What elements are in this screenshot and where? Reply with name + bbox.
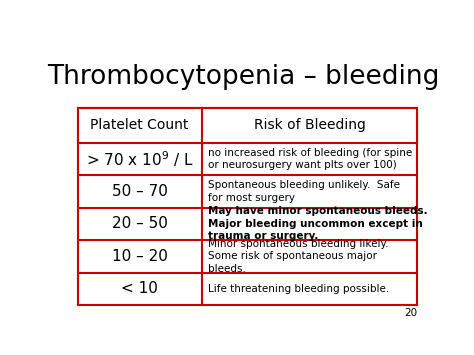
Text: 20 – 50: 20 – 50	[112, 216, 168, 231]
Text: Life threatening bleeding possible.: Life threatening bleeding possible.	[208, 284, 390, 294]
Bar	[78, 108, 418, 305]
Text: no increased risk of bleeding (for spine
or neurosurgery want plts over 100): no increased risk of bleeding (for spine…	[208, 148, 412, 170]
Bar	[78, 108, 418, 143]
Text: < 10: < 10	[121, 281, 158, 296]
Text: Platelet Count: Platelet Count	[91, 119, 189, 132]
Text: 50 – 70: 50 – 70	[112, 184, 168, 199]
Text: Minor spontaneous bleeding likely.
Some risk of spontaneous major
bleeds.: Minor spontaneous bleeding likely. Some …	[208, 239, 389, 274]
Text: > 70 x 10$^{9}$ / L: > 70 x 10$^{9}$ / L	[86, 149, 193, 169]
Text: May have minor spontaneous bleeds.
Major bleeding uncommon except in
trauma or s: May have minor spontaneous bleeds. Major…	[208, 206, 428, 241]
Text: 20: 20	[404, 308, 418, 318]
Text: 10 – 20: 10 – 20	[112, 249, 168, 264]
Text: Thrombocytopenia – bleeding: Thrombocytopenia – bleeding	[47, 65, 439, 91]
Text: Risk of Bleeding: Risk of Bleeding	[254, 119, 365, 132]
Text: Spontaneous bleeding unlikely.  Safe
for most surgery: Spontaneous bleeding unlikely. Safe for …	[208, 180, 400, 203]
